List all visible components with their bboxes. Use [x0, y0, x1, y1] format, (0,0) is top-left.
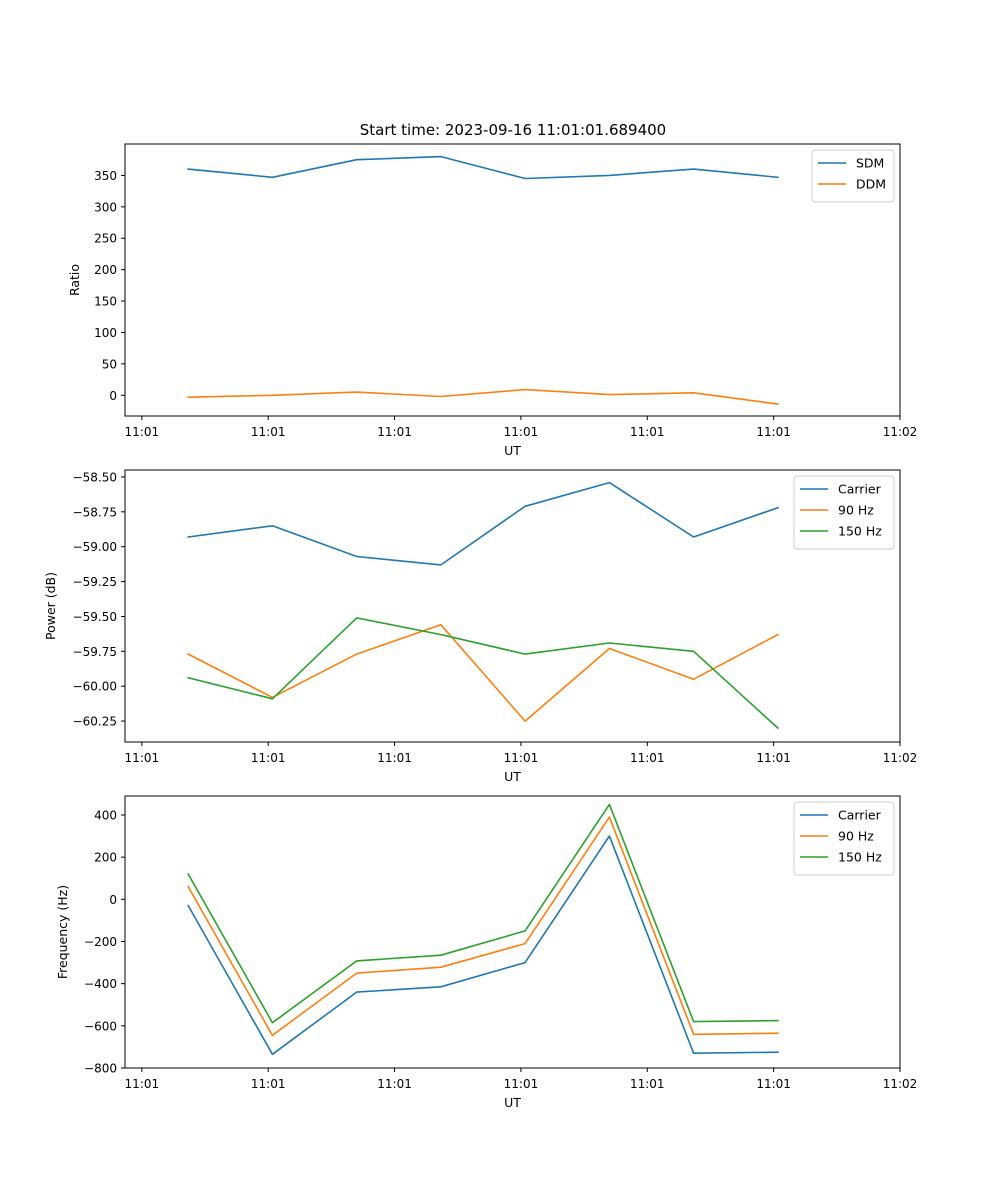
ratio-y-tick-label: 150 [94, 295, 117, 309]
ratio-legend-label: DDM [856, 177, 886, 192]
frequency-subplot: 11:01 11:01 11:01 11:01 11:01 11:01 11:02 −800 −… [55, 795, 918, 1110]
frequency-x-tick-label: 11:01 [251, 1077, 286, 1091]
ratio-x-tick-label: 11:02 [883, 425, 918, 439]
power-y-tick-label: −60.25 [73, 715, 117, 729]
frequency-x-tick-label: 11:01 [756, 1077, 791, 1091]
power-x-tick-label: 11:01 [630, 751, 665, 765]
ratio-x-tick-label: 11:01 [756, 425, 791, 439]
ratio-subplot: 11:01 11:01 11:01 11:01 11:01 11:01 11:02 0 50 10… [67, 143, 918, 458]
ratio-legend-label: SDM [856, 156, 884, 171]
ratio-y-tick-label: 0 [109, 389, 117, 403]
power-x-tick-label: 11:01 [377, 751, 412, 765]
frequency-y-tick-label: −600 [84, 1019, 117, 1033]
power-y-tick-label: −59.75 [73, 645, 117, 659]
power-y-tick-label: −60.00 [73, 680, 117, 694]
power-y-tick-label: −59.00 [73, 540, 117, 554]
frequency-y-tick-label: 0 [109, 893, 117, 907]
frequency-x-tick-label: 11:01 [125, 1077, 160, 1091]
ratio-x-tick-label: 11:01 [125, 425, 160, 439]
frequency-series-carrier-line [187, 835, 779, 1056]
frequency-y-axis-label: Frequency (Hz) [55, 885, 70, 979]
frequency-legend-label: Carrier [838, 808, 882, 823]
ratio-axes-frame [124, 143, 901, 417]
ratio-series-sdm-line [187, 155, 779, 180]
power-legend-label: Carrier [838, 482, 882, 497]
ratio-y-tick-label: 200 [94, 263, 117, 277]
power-series-carrier-line [187, 481, 779, 566]
power-series-150-hz-line [187, 617, 780, 730]
frequency-x-tick-label: 11:01 [630, 1077, 665, 1091]
power-legend-label: 150 Hz [838, 524, 882, 539]
ratio-x-tick-label: 11:01 [504, 425, 539, 439]
power-x-axis-label: UT [504, 769, 521, 784]
figure-title: Start time: 2023-09-16 11:01:01.689400 [360, 121, 666, 139]
power-x-tick-label: 11:01 [125, 751, 160, 765]
ratio-series-ddm-line [187, 388, 779, 405]
power-y-tick-label: −59.25 [73, 575, 117, 589]
ratio-x-axis-label: UT [504, 443, 521, 458]
ratio-x-tick-label: 11:01 [251, 425, 286, 439]
power-x-tick-label: 11:01 [756, 751, 791, 765]
ratio-x-tick-label: 11:01 [630, 425, 665, 439]
power-axes-frame [124, 469, 901, 743]
ratio-x-tick-label: 11:01 [377, 425, 412, 439]
frequency-series-90-hz-line [187, 816, 779, 1037]
power-x-tick-label: 11:01 [251, 751, 286, 765]
ratio-y-tick-label: 50 [102, 357, 117, 371]
frequency-x-axis-label: UT [504, 1095, 521, 1110]
frequency-axes-frame [124, 795, 901, 1069]
power-x-tick-label: 11:01 [504, 751, 539, 765]
ratio-y-tick-label: 100 [94, 326, 117, 340]
frequency-y-tick-label: 200 [94, 851, 117, 865]
frequency-x-tick-label: 11:02 [883, 1077, 918, 1091]
power-y-axis-label: Power (dB) [43, 572, 58, 640]
power-series-90-hz-line [187, 623, 779, 722]
ratio-y-tick-label: 300 [94, 200, 117, 214]
power-legend-label: 90 Hz [838, 503, 874, 518]
frequency-x-tick-label: 11:01 [504, 1077, 539, 1091]
power-y-tick-label: −59.50 [73, 610, 117, 624]
frequency-legend-label: 90 Hz [838, 829, 874, 844]
frequency-series-150-hz-line [187, 803, 779, 1024]
power-y-tick-label: −58.50 [73, 470, 117, 484]
frequency-y-tick-label: 400 [94, 808, 117, 822]
frequency-legend: Carrier 90 Hz 150 Hz [793, 801, 895, 876]
frequency-x-tick-label: 11:01 [377, 1077, 412, 1091]
power-legend: Carrier 90 Hz 150 Hz [793, 475, 895, 550]
power-y-tick-label: −58.75 [73, 505, 117, 519]
frequency-y-tick-label: −800 [84, 1062, 117, 1076]
frequency-y-tick-label: −400 [84, 977, 117, 991]
power-x-tick-label: 11:02 [883, 751, 918, 765]
ratio-y-tick-label: 250 [94, 232, 117, 246]
power-subplot: 11:01 11:01 11:01 11:01 11:01 11:01 11:02 −60.2… [43, 469, 918, 784]
ratio-y-tick-label: 350 [94, 169, 117, 183]
ratio-y-axis-label: Ratio [67, 264, 82, 296]
frequency-y-tick-label: −200 [84, 935, 117, 949]
ratio-legend: SDM DDM [811, 149, 895, 203]
frequency-legend-label: 150 Hz [838, 850, 882, 865]
